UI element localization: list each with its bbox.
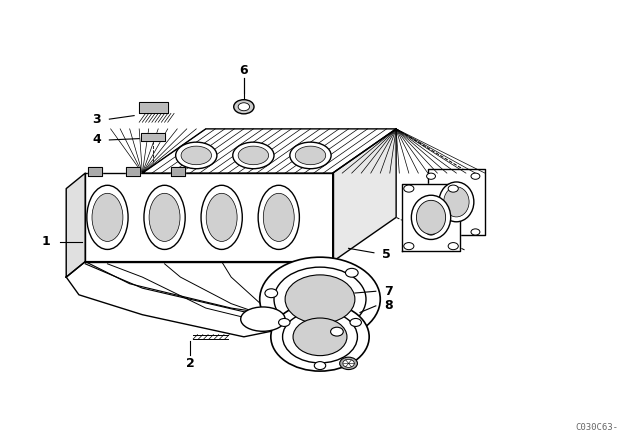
Ellipse shape xyxy=(444,187,469,217)
Text: 8: 8 xyxy=(384,299,393,312)
Text: 4: 4 xyxy=(92,134,101,146)
Ellipse shape xyxy=(417,200,445,234)
Text: 3: 3 xyxy=(92,112,101,125)
Ellipse shape xyxy=(285,275,355,323)
Ellipse shape xyxy=(350,319,362,327)
Polygon shape xyxy=(139,102,168,113)
Ellipse shape xyxy=(92,193,123,241)
Polygon shape xyxy=(403,184,460,250)
Ellipse shape xyxy=(238,103,250,111)
Ellipse shape xyxy=(404,242,414,250)
Ellipse shape xyxy=(412,195,451,240)
Ellipse shape xyxy=(175,142,217,169)
Ellipse shape xyxy=(87,185,128,250)
Polygon shape xyxy=(171,168,185,176)
Ellipse shape xyxy=(271,302,369,371)
Polygon shape xyxy=(127,168,140,176)
Ellipse shape xyxy=(314,362,326,370)
Ellipse shape xyxy=(293,318,347,356)
Ellipse shape xyxy=(448,185,458,192)
Ellipse shape xyxy=(181,146,211,165)
Polygon shape xyxy=(428,169,485,235)
Ellipse shape xyxy=(260,257,380,341)
Text: 7: 7 xyxy=(384,285,393,298)
Ellipse shape xyxy=(238,146,269,165)
Polygon shape xyxy=(141,133,165,141)
Polygon shape xyxy=(88,168,102,176)
Ellipse shape xyxy=(274,267,366,331)
Ellipse shape xyxy=(471,173,480,179)
Polygon shape xyxy=(66,262,358,337)
Text: 5: 5 xyxy=(382,249,391,262)
Ellipse shape xyxy=(331,327,343,336)
Ellipse shape xyxy=(346,268,358,277)
Ellipse shape xyxy=(295,146,326,165)
Ellipse shape xyxy=(448,242,458,250)
Polygon shape xyxy=(142,129,396,173)
Ellipse shape xyxy=(263,193,294,241)
Polygon shape xyxy=(66,173,85,277)
Text: 1: 1 xyxy=(42,235,51,248)
Ellipse shape xyxy=(278,319,290,327)
Ellipse shape xyxy=(149,193,180,241)
Text: 6: 6 xyxy=(239,64,248,77)
Ellipse shape xyxy=(471,229,480,235)
Polygon shape xyxy=(85,173,333,262)
Ellipse shape xyxy=(427,173,435,179)
Ellipse shape xyxy=(427,229,435,235)
Ellipse shape xyxy=(258,185,300,250)
Ellipse shape xyxy=(439,182,474,222)
Ellipse shape xyxy=(241,307,285,331)
Ellipse shape xyxy=(144,185,185,250)
Ellipse shape xyxy=(290,142,331,169)
Ellipse shape xyxy=(234,99,254,114)
Ellipse shape xyxy=(206,193,237,241)
Text: C030C63-: C030C63- xyxy=(575,423,618,432)
Ellipse shape xyxy=(283,311,357,363)
Ellipse shape xyxy=(343,359,355,367)
Ellipse shape xyxy=(201,185,243,250)
Ellipse shape xyxy=(404,185,414,192)
Ellipse shape xyxy=(340,357,357,370)
Ellipse shape xyxy=(233,142,274,169)
Ellipse shape xyxy=(265,289,278,297)
Text: 2: 2 xyxy=(186,357,195,370)
Polygon shape xyxy=(333,129,396,262)
